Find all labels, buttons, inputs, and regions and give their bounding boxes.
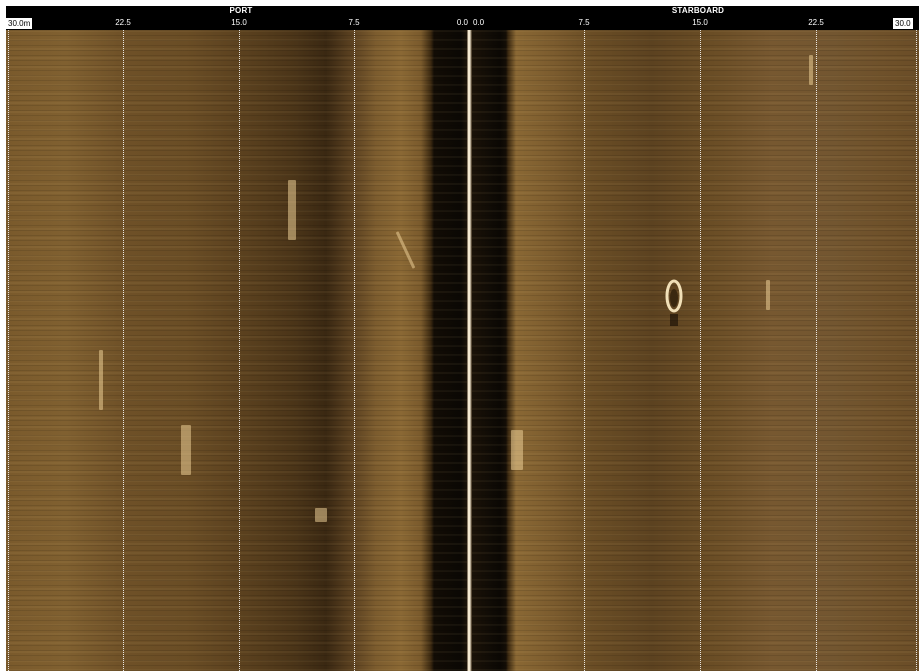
range-grid-line <box>584 30 585 671</box>
range-grid-line <box>239 30 240 671</box>
seabed-return <box>809 55 813 85</box>
starboard-tick-22-5: 22.5 <box>808 18 824 27</box>
range-grid-line <box>123 30 124 671</box>
port-tick-7-5: 7.5 <box>348 18 360 27</box>
starboard-title: STARBOARD <box>671 6 725 15</box>
range-grid-line <box>700 30 701 671</box>
seabed-return <box>511 430 523 470</box>
range-grid-line <box>8 30 9 671</box>
seabed-return <box>315 508 327 522</box>
starboard-tick-7-5: 7.5 <box>578 18 590 27</box>
sonar-waterfall-image[interactable] <box>6 30 919 671</box>
starboard-tick-0-0: 0.0 <box>473 18 485 27</box>
range-grid-line <box>354 30 355 671</box>
port-tick-15-0: 15.0 <box>231 18 247 27</box>
range-scale-bar: PORT STARBOARD 30.0m 22.5 15.0 7.5 0.0 0… <box>6 6 919 30</box>
nadir-center-line <box>467 30 472 671</box>
port-tick-22-5: 22.5 <box>115 18 131 27</box>
port-tick-0-0: 0.0 <box>456 18 468 27</box>
range-grid-line <box>816 30 817 671</box>
port-title: PORT <box>229 6 253 15</box>
starboard-channel <box>472 30 919 671</box>
seabed-return <box>766 280 770 310</box>
sonar-target-contact[interactable] <box>662 276 686 328</box>
seabed-return <box>99 350 103 410</box>
port-channel <box>6 30 467 671</box>
starboard-max-range-label: 30.0 <box>893 18 913 29</box>
starboard-tick-15-0: 15.0 <box>692 18 708 27</box>
seabed-return <box>181 425 191 475</box>
port-max-range-label: 30.0m <box>6 18 33 29</box>
seabed-return <box>288 180 296 240</box>
range-grid-line <box>916 30 917 671</box>
